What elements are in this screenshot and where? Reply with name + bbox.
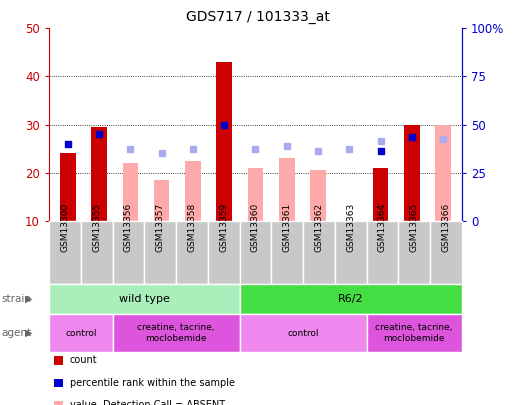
Text: wild type: wild type [119, 294, 170, 304]
Text: agent: agent [1, 328, 31, 338]
Text: control: control [287, 328, 319, 338]
Text: GSM13365: GSM13365 [410, 203, 418, 252]
Text: GSM13359: GSM13359 [219, 203, 228, 252]
Text: GSM13356: GSM13356 [124, 203, 133, 252]
Text: value, Detection Call = ABSENT: value, Detection Call = ABSENT [70, 400, 225, 405]
Text: count: count [70, 356, 98, 365]
Bar [404, 124, 420, 221]
Text: GSM13300: GSM13300 [60, 203, 69, 252]
Bar [279, 158, 295, 221]
Text: GSM13361: GSM13361 [283, 203, 292, 252]
Bar [60, 153, 76, 221]
Text: strain: strain [1, 294, 31, 304]
Text: GSM13366: GSM13366 [442, 203, 450, 252]
Text: GSM13363: GSM13363 [346, 203, 355, 252]
Text: GSM13358: GSM13358 [187, 203, 197, 252]
Bar [91, 127, 107, 221]
Text: ▶: ▶ [25, 328, 32, 338]
Bar [435, 124, 451, 221]
Bar [154, 180, 169, 221]
Text: GSM13360: GSM13360 [251, 203, 260, 252]
Bar [248, 168, 263, 221]
Text: GDS717 / 101333_at: GDS717 / 101333_at [186, 10, 330, 24]
Text: GSM13364: GSM13364 [378, 203, 387, 252]
Text: R6/2: R6/2 [338, 294, 363, 304]
Text: creatine, tacrine,
moclobemide: creatine, tacrine, moclobemide [137, 324, 215, 343]
Bar [185, 161, 201, 221]
Text: GSM13357: GSM13357 [156, 203, 165, 252]
Text: GSM13362: GSM13362 [314, 203, 324, 252]
Bar [122, 163, 138, 221]
Bar [310, 170, 326, 221]
Text: percentile rank within the sample: percentile rank within the sample [70, 378, 235, 388]
Text: control: control [65, 328, 96, 338]
Text: ▶: ▶ [25, 294, 32, 304]
Text: GSM13355: GSM13355 [92, 203, 101, 252]
Bar [373, 168, 389, 221]
Text: creatine, tacrine,
moclobemide: creatine, tacrine, moclobemide [376, 324, 453, 343]
Bar [216, 62, 232, 221]
